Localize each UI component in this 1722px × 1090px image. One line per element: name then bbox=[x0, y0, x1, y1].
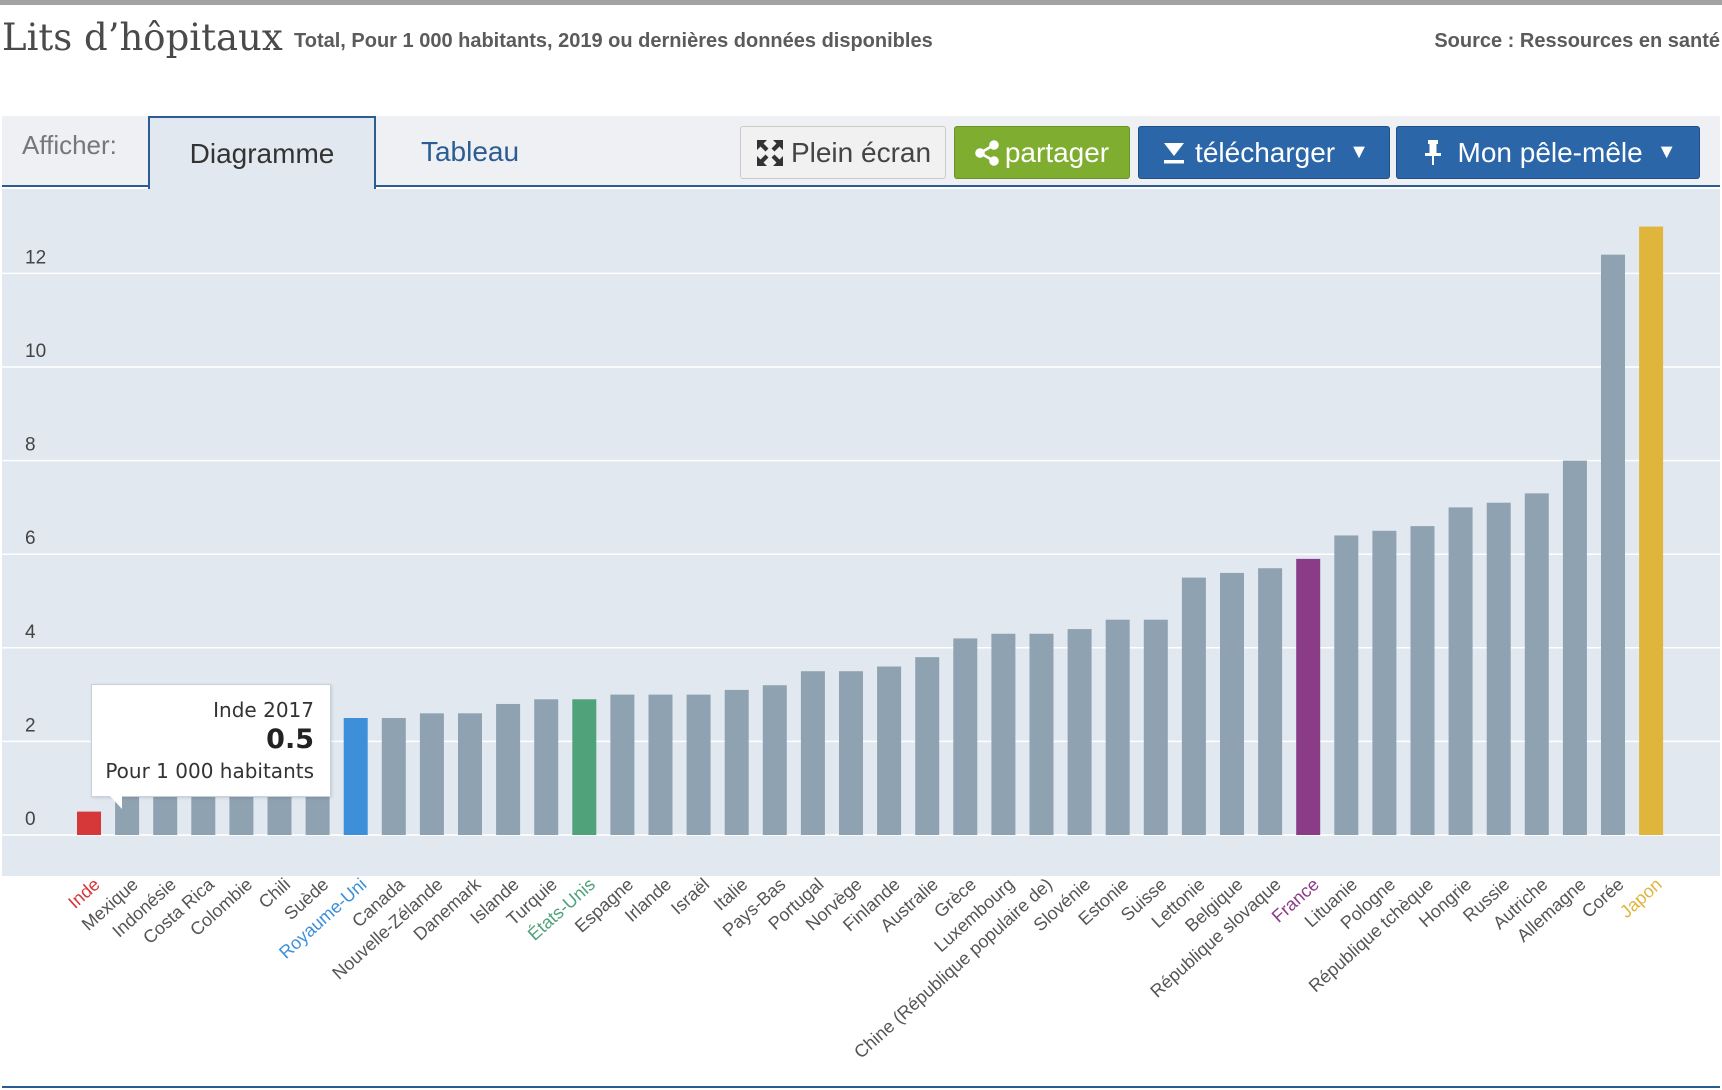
page-title: Lits d’hôpitaux bbox=[2, 16, 283, 59]
y-tick-label: 0 bbox=[25, 809, 36, 830]
download-label: télécharger bbox=[1195, 136, 1336, 168]
tooltip-unit: Pour 1 000 habitants bbox=[105, 759, 314, 783]
bar[interactable] bbox=[953, 638, 978, 835]
tab-diagramme[interactable]: Diagramme bbox=[148, 116, 376, 189]
bar[interactable] bbox=[1562, 460, 1587, 835]
bar[interactable] bbox=[343, 718, 368, 835]
bar[interactable] bbox=[1105, 619, 1130, 835]
bar[interactable] bbox=[1334, 535, 1359, 835]
bar[interactable] bbox=[1181, 577, 1206, 835]
chart-tooltip: Inde 2017 0.5 Pour 1 000 habitants bbox=[91, 684, 331, 809]
share-button[interactable]: partager bbox=[954, 126, 1130, 179]
bar[interactable] bbox=[1067, 629, 1092, 835]
y-tick-label: 2 bbox=[25, 715, 36, 736]
top-rule bbox=[0, 0, 1722, 5]
tooltip-arrow bbox=[110, 796, 122, 809]
y-tick-label: 4 bbox=[25, 622, 36, 643]
share-label: partager bbox=[1004, 136, 1110, 168]
source-link[interactable]: Source : Ressources en santé bbox=[1434, 30, 1720, 52]
download-caret-icon: ▼ bbox=[1349, 141, 1369, 163]
bar[interactable] bbox=[77, 811, 101, 835]
bar[interactable] bbox=[534, 699, 559, 835]
share-icon bbox=[975, 139, 999, 166]
download-button[interactable]: télécharger ▼ bbox=[1138, 126, 1390, 179]
tab-diagramme-label: Diagramme bbox=[189, 137, 335, 169]
bar[interactable] bbox=[991, 633, 1016, 835]
bar[interactable] bbox=[381, 718, 406, 835]
bar[interactable] bbox=[1143, 619, 1168, 835]
my-pele-mele-caret-icon: ▼ bbox=[1656, 141, 1677, 163]
tooltip-country-year: Inde 2017 bbox=[213, 698, 314, 722]
bar[interactable] bbox=[1220, 572, 1244, 835]
pin-icon bbox=[1424, 139, 1441, 165]
bar[interactable] bbox=[496, 703, 521, 835]
bar[interactable] bbox=[1448, 507, 1473, 835]
x-tick-label: Corée bbox=[1578, 874, 1628, 922]
bar[interactable] bbox=[915, 657, 940, 835]
x-tick-label: Japon bbox=[1616, 874, 1666, 922]
bar[interactable] bbox=[1029, 633, 1054, 835]
my-pele-mele-button[interactable]: Mon pêle-mêle ▼ bbox=[1396, 126, 1700, 179]
tab-tableau[interactable]: Tableau bbox=[380, 116, 560, 187]
bar[interactable] bbox=[1601, 254, 1625, 835]
bar[interactable] bbox=[1258, 568, 1283, 835]
fullscreen-icon bbox=[756, 139, 783, 166]
bar[interactable] bbox=[724, 689, 749, 835]
bar[interactable] bbox=[610, 694, 635, 835]
bar[interactable] bbox=[839, 671, 863, 835]
download-icon bbox=[1164, 142, 1185, 163]
my-pele-mele-label: Mon pêle-mêle bbox=[1457, 136, 1643, 168]
bar[interactable] bbox=[1639, 226, 1664, 836]
bar[interactable] bbox=[458, 713, 482, 835]
bar[interactable] bbox=[419, 713, 444, 835]
y-tick-label: 8 bbox=[25, 435, 36, 456]
chart-toolbar: Afficher: Diagramme Tableau Plein écran bbox=[2, 116, 1720, 189]
bar[interactable] bbox=[572, 699, 597, 835]
y-tick-label: 12 bbox=[25, 247, 46, 268]
tooltip-value: 0.5 bbox=[266, 724, 314, 755]
bar[interactable] bbox=[1372, 530, 1397, 835]
bar[interactable] bbox=[1296, 558, 1321, 835]
tab-tableau-label: Tableau bbox=[420, 135, 520, 167]
bar[interactable] bbox=[1524, 493, 1549, 835]
y-tick-label: 6 bbox=[25, 528, 36, 549]
bar[interactable] bbox=[1410, 526, 1435, 835]
x-tick-label: Israël bbox=[667, 874, 713, 918]
y-tick-label: 10 bbox=[25, 341, 46, 362]
bar[interactable] bbox=[762, 685, 787, 835]
bar[interactable] bbox=[1486, 502, 1511, 835]
bar[interactable] bbox=[648, 694, 673, 835]
bar[interactable] bbox=[877, 666, 902, 835]
show-label: Afficher: bbox=[22, 130, 117, 160]
bottom-rule bbox=[2, 1086, 1720, 1088]
fullscreen-label: Plein écran bbox=[790, 136, 932, 168]
bar[interactable] bbox=[800, 671, 825, 835]
page-subtitle: Total, Pour 1 000 habitants, 2019 ou der… bbox=[294, 30, 933, 52]
bar[interactable] bbox=[686, 694, 711, 835]
fullscreen-button[interactable]: Plein écran bbox=[740, 126, 946, 179]
